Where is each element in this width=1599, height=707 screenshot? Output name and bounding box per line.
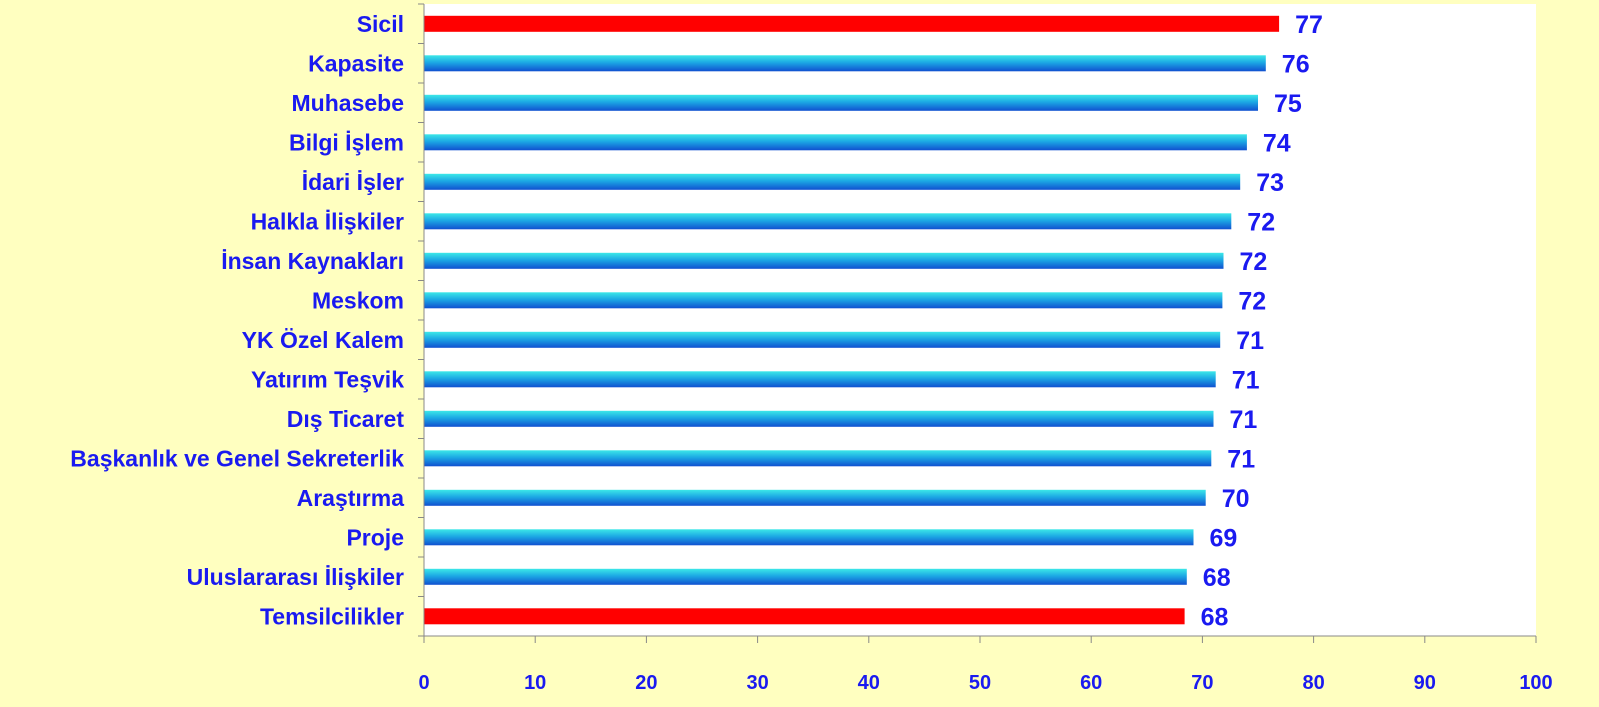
- category-label: Başkanlık ve Genel Sekreterlik: [70, 445, 404, 471]
- value-label: 72: [1247, 208, 1275, 236]
- bar: [424, 55, 1266, 72]
- category-label: Bilgi İşlem: [289, 129, 404, 155]
- category-label: Sicil: [357, 11, 404, 37]
- value-label: 68: [1201, 603, 1229, 631]
- value-label: 72: [1238, 287, 1266, 315]
- value-label: 71: [1232, 366, 1260, 394]
- bar: [424, 529, 1194, 546]
- bar: [424, 134, 1247, 151]
- value-label: 75: [1274, 90, 1302, 118]
- bar: [424, 252, 1224, 269]
- bar: [424, 331, 1221, 348]
- category-label: YK Özel Kalem: [242, 327, 404, 353]
- bar: [424, 371, 1216, 388]
- value-label: 68: [1203, 564, 1231, 592]
- bar: [424, 489, 1206, 506]
- value-label: 70: [1222, 485, 1250, 513]
- category-label: İnsan Kaynakları: [221, 248, 404, 274]
- x-tick-label: 0: [418, 672, 429, 694]
- category-label: Uluslararası İlişkiler: [187, 564, 404, 590]
- value-label: 69: [1210, 524, 1238, 552]
- value-label: 76: [1282, 50, 1310, 78]
- value-label: 71: [1236, 327, 1264, 355]
- bar: [424, 15, 1280, 32]
- x-tick-label: 90: [1414, 672, 1436, 694]
- x-tick-label: 20: [635, 672, 657, 694]
- bar: [424, 410, 1214, 427]
- category-label: Proje: [346, 524, 404, 550]
- value-label: 74: [1263, 129, 1291, 157]
- bar: [424, 608, 1185, 625]
- bar: [424, 213, 1232, 230]
- x-tick-label: 50: [969, 672, 991, 694]
- category-label: Meskom: [312, 287, 404, 313]
- bar: [424, 292, 1223, 309]
- value-label: 72: [1240, 248, 1268, 276]
- category-label: Temsilcilikler: [260, 603, 404, 629]
- category-label: Halkla İlişkiler: [251, 208, 404, 234]
- bar: [424, 173, 1241, 190]
- category-label: Yatırım Teşvik: [251, 366, 404, 392]
- value-label: 77: [1295, 11, 1323, 39]
- bar: [424, 568, 1187, 585]
- x-tick-label: 40: [858, 672, 880, 694]
- category-label: Araştırma: [297, 485, 405, 511]
- x-tick-label: 100: [1519, 672, 1552, 694]
- x-tick-label: 80: [1302, 672, 1324, 694]
- x-tick-label: 60: [1080, 672, 1102, 694]
- axes-group: [418, 3, 1537, 643]
- x-tick-label: 70: [1191, 672, 1213, 694]
- value-label: 71: [1227, 445, 1255, 473]
- labels-group: Sicil 77 Kapasite 76 Muhasebe 75 Bilgi İşlem 74…: [70, 11, 1552, 694]
- value-label: 71: [1230, 406, 1258, 434]
- value-label: 73: [1256, 169, 1284, 197]
- category-label: Dış Ticaret: [287, 406, 405, 432]
- x-tick-label: 10: [524, 672, 546, 694]
- category-label: Muhasebe: [292, 90, 404, 116]
- category-label: İdari İşler: [302, 169, 404, 195]
- bars-group: [424, 15, 1280, 625]
- x-tick-label: 30: [746, 672, 768, 694]
- bar: [424, 450, 1212, 467]
- category-label: Kapasite: [308, 50, 404, 76]
- bar: [424, 94, 1258, 111]
